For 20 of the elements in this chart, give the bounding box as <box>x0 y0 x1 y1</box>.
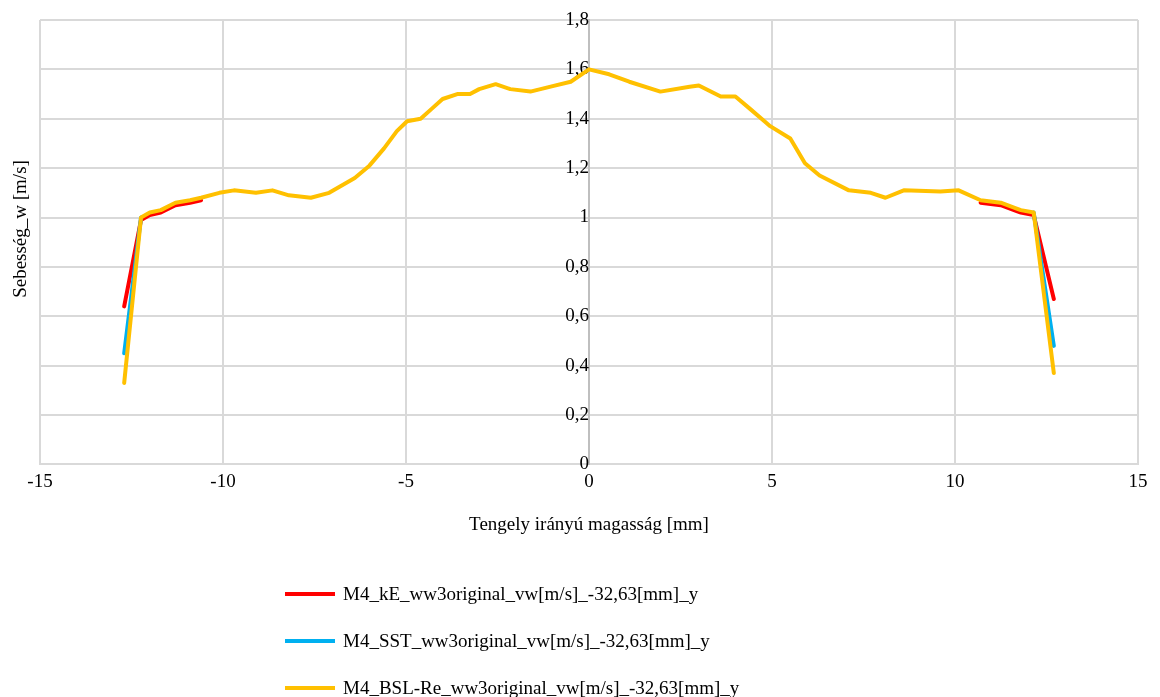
y-tick-label: 1,4 <box>565 106 590 128</box>
legend-label: M4_SST_ww3original_vw[m/s]_-32,63[mm]_y <box>343 629 710 652</box>
y-axis-title: Sebesség_w [m/s] <box>9 160 31 298</box>
x-tick-label: 5 <box>767 469 777 491</box>
y-tick-label: 0,2 <box>565 403 589 425</box>
y-tick-label: 0,6 <box>565 304 589 326</box>
y-tick-label: 1,8 <box>565 7 589 29</box>
y-tick-label: 1,2 <box>565 156 589 178</box>
y-tick-label: 0,4 <box>565 353 590 375</box>
y-tick-label: 0 <box>579 452 589 474</box>
x-tick-label: 10 <box>945 469 965 491</box>
x-axis-title: Tengely irányú magasság [mm] <box>469 512 709 534</box>
x-tick-label: 15 <box>1128 469 1148 491</box>
y-tick-label: 0,8 <box>565 254 589 276</box>
legend-label: M4_kE_ww3original_vw[m/s]_-32,63[mm]_y <box>343 582 699 605</box>
y-tick-label: 1 <box>579 205 589 227</box>
x-tick-label: -15 <box>27 469 53 491</box>
legend-label: M4_BSL-Re_ww3original_vw[m/s]_-32,63[mm]_y <box>343 676 740 697</box>
x-tick-label: -10 <box>210 469 236 491</box>
x-tick-label: -5 <box>398 469 414 491</box>
